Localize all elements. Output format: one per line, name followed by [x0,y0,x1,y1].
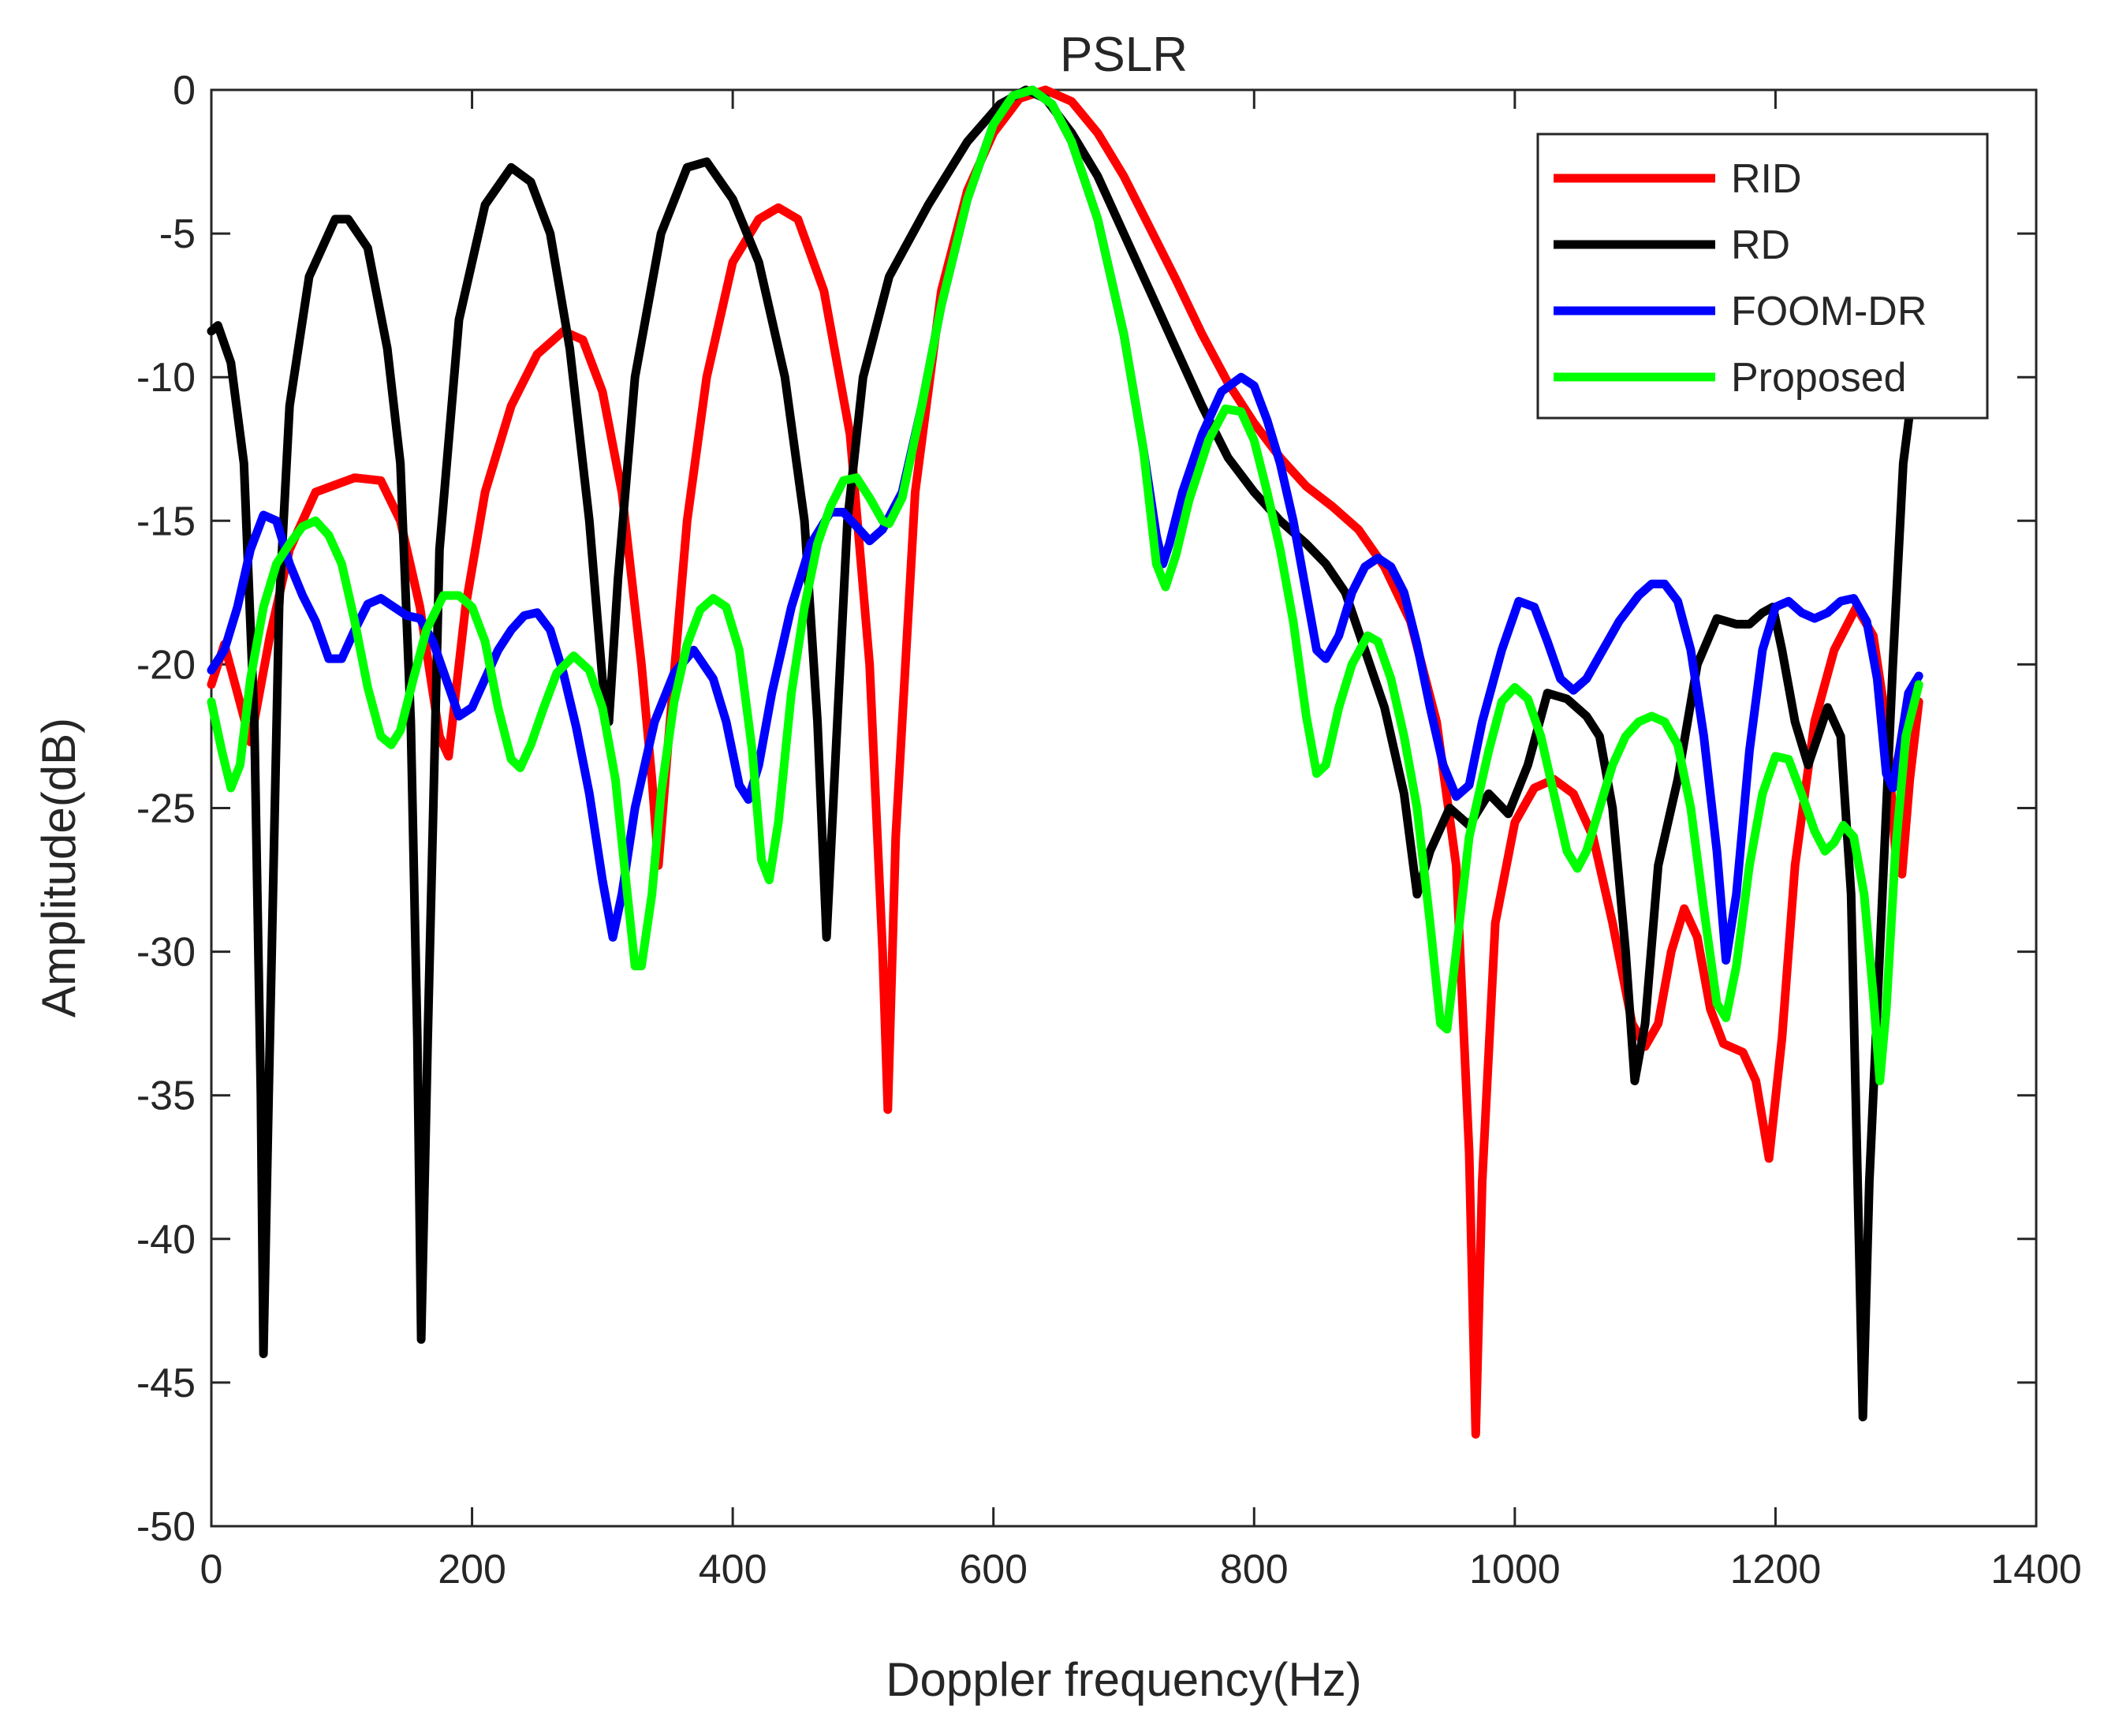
y-tick-label: -10 [136,355,196,401]
y-axis-title: Amplitude(dB) [32,718,85,1017]
y-tick-label: 0 [173,68,196,114]
legend-label-rid: RID [1731,156,1802,202]
y-tick-label: -45 [136,1361,196,1406]
y-tick-label: -5 [159,211,196,257]
chart-title: PSLR [1060,28,1188,82]
series-line-proposed [207,85,1923,1085]
axes: 0 200 400 600 800 1000 1200 1400 0 -5 -10 -15 -20 -25… [136,68,2082,1592]
plot-lines [207,85,1923,1439]
x-tick-label: 600 [959,1547,1028,1592]
y-tick-label: -25 [136,786,196,832]
x-tick-label: 1200 [1730,1547,1822,1592]
x-axis-title: Doppler frequency(Hz) [886,1653,1362,1706]
series-line-rid [207,85,1923,1439]
y-tick-label: -20 [136,642,196,688]
legend-label-foom-dr: FOOM-DR [1731,289,1927,334]
x-tick-label: 0 [200,1547,223,1592]
y-tick-label: -50 [136,1504,196,1550]
y-tick-label: -40 [136,1217,196,1263]
x-tick-label: 1000 [1469,1547,1561,1592]
legend-label-proposed: Proposed [1731,355,1907,401]
x-tick-label: 1400 [1990,1547,2082,1592]
x-tick-label: 800 [1220,1547,1289,1592]
legend: RID RD FOOM-DR Proposed [1536,133,1989,420]
x-tick-label: 400 [699,1547,767,1592]
legend-label-rd: RD [1731,222,1790,268]
x-tick-label: 200 [438,1547,506,1592]
y-tick-label: -30 [136,930,196,976]
y-tick-label: -35 [136,1073,196,1119]
y-tick-label: -15 [136,498,196,544]
